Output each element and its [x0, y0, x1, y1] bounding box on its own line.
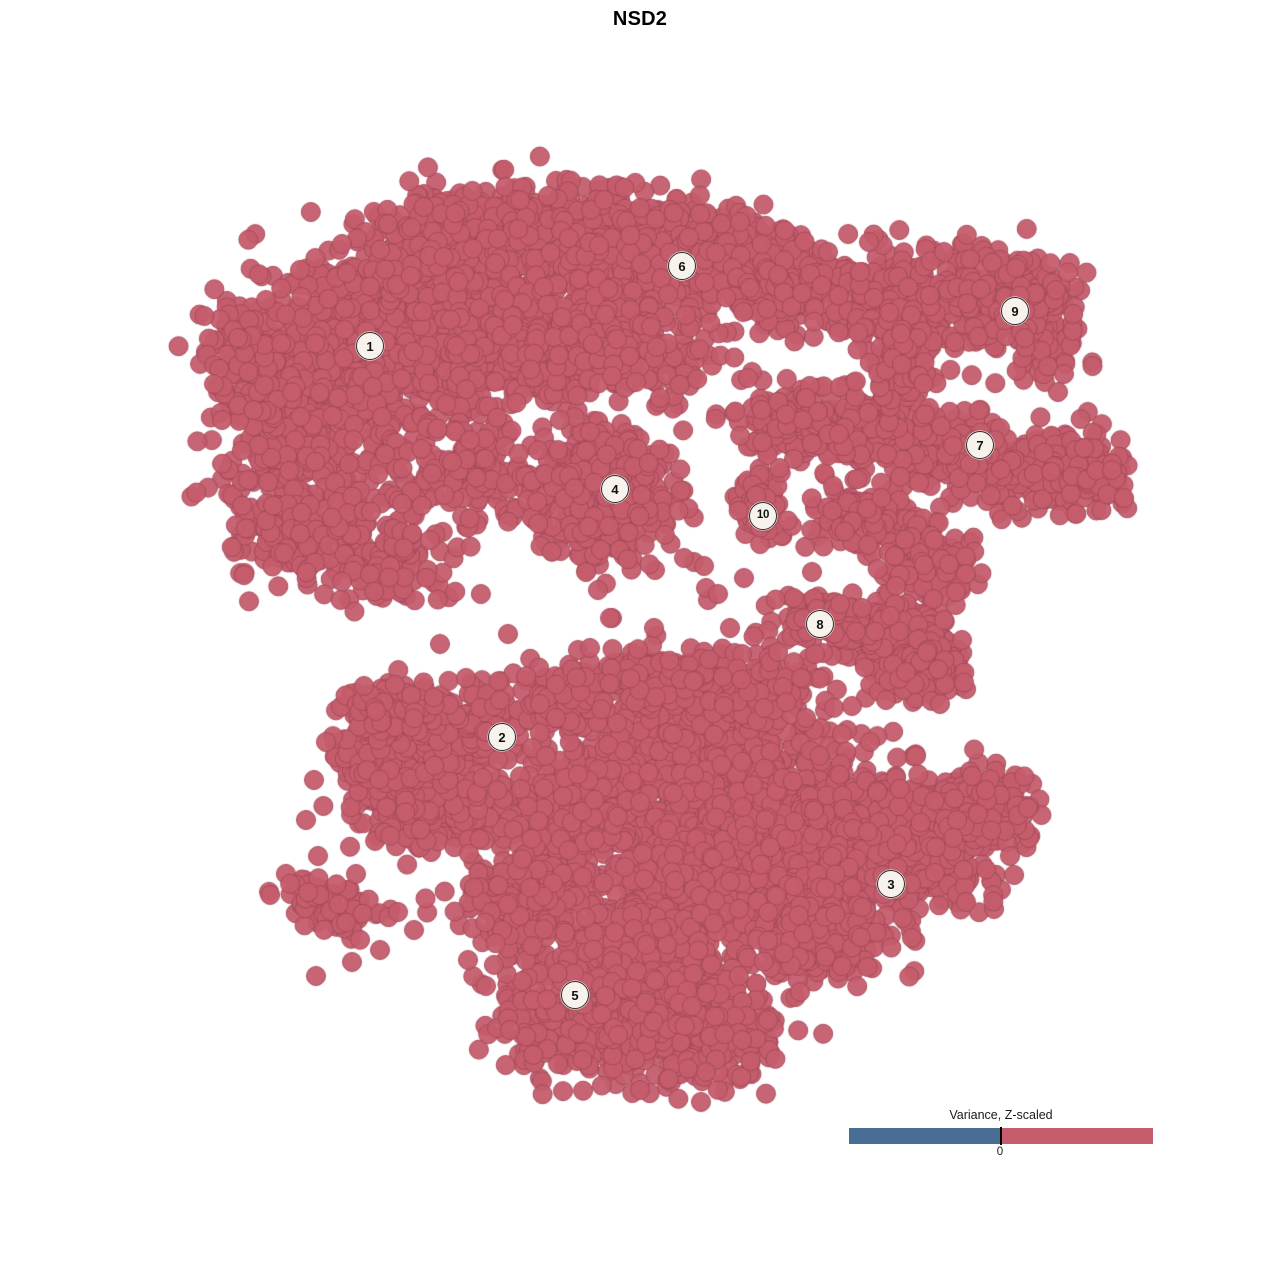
legend-midpoint-divider	[1000, 1127, 1002, 1145]
cluster-marker-label: 7	[976, 437, 984, 453]
cluster-marker-5[interactable]: 5	[561, 981, 589, 1009]
cluster-marker-label: 5	[571, 987, 579, 1003]
cluster-marker-10[interactable]: 10	[749, 502, 777, 530]
cluster-marker-4[interactable]: 4	[601, 475, 629, 503]
legend-title: Variance, Z-scaled	[949, 1108, 1053, 1122]
legend-colorbar-low-segment	[849, 1128, 1000, 1144]
legend-tick-label-zero: 0	[996, 1146, 1004, 1158]
cluster-marker-1[interactable]: 1	[356, 332, 384, 360]
cluster-marker-6[interactable]: 6	[668, 252, 696, 280]
cluster-marker-3[interactable]: 3	[877, 870, 905, 898]
cluster-marker-label: 6	[678, 258, 686, 274]
cluster-marker-label: 8	[816, 616, 824, 632]
cluster-marker-8[interactable]: 8	[806, 610, 834, 638]
legend: Variance, Z-scaled 0	[849, 1108, 1153, 1158]
cluster-marker-label: 1	[366, 338, 374, 354]
cluster-marker-label: 2	[498, 729, 506, 745]
cluster-marker-label: 10	[756, 509, 770, 522]
cluster-marker-label: 9	[1011, 303, 1019, 319]
legend-colorbar: 0	[849, 1127, 1153, 1158]
cluster-marker-label: 4	[611, 481, 619, 497]
cluster-marker-9[interactable]: 9	[1001, 297, 1029, 325]
cluster-marker-2[interactable]: 2	[488, 723, 516, 751]
cluster-marker-label: 3	[887, 876, 895, 892]
legend-colorbar-high-segment	[1000, 1128, 1153, 1144]
cluster-marker-7[interactable]: 7	[966, 431, 994, 459]
